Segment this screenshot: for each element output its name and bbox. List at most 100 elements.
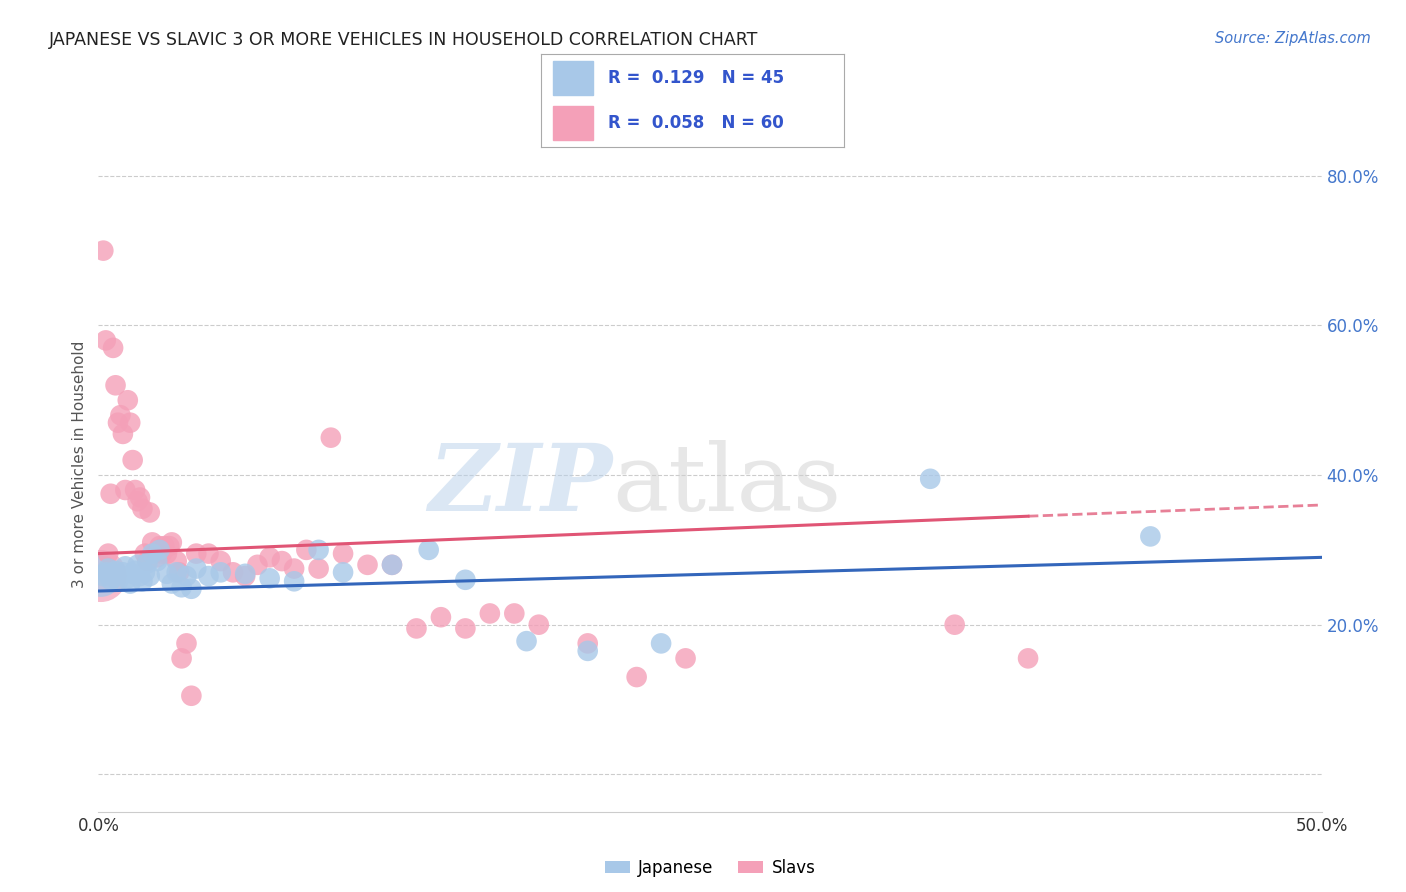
Point [356,558,378,572]
Point [149,539,172,553]
Point [233,566,256,581]
Point [131,501,153,516]
Point [650,636,672,650]
Point [246,558,269,572]
Point [127,494,149,508]
Point [259,550,281,565]
Text: R =  0.129   N = 45: R = 0.129 N = 45 [607,69,785,87]
Point [136,554,159,568]
Point [121,453,143,467]
Point [170,651,193,665]
Point [139,506,162,520]
Point [430,610,453,624]
Point [97,547,120,561]
Point [1139,529,1161,543]
Point [127,558,149,572]
Point [332,566,354,580]
Point [920,472,942,486]
Point [136,557,159,571]
Point [180,689,202,703]
Point [107,574,129,589]
Point [160,535,183,549]
Text: Source: ZipAtlas.com: Source: ZipAtlas.com [1215,31,1371,46]
Point [124,483,146,497]
Text: JAPANESE VS SLAVIC 3 OR MORE VEHICLES IN HOUSEHOLD CORRELATION CHART: JAPANESE VS SLAVIC 3 OR MORE VEHICLES IN… [49,31,759,49]
Point [150,547,173,561]
Point [143,547,166,561]
Point [156,566,179,581]
Point [101,341,124,355]
Text: ZIP: ZIP [427,440,612,530]
Point [97,561,120,575]
Point [180,582,202,596]
Bar [554,61,593,95]
Point [107,416,129,430]
Point [675,651,697,665]
Point [117,393,139,408]
Y-axis label: 3 or more Vehicles in Household: 3 or more Vehicles in Household [72,340,87,588]
Point [503,607,526,621]
Point [156,547,179,561]
Point [319,431,342,445]
Point [160,576,183,591]
Point [110,408,132,422]
Point [111,566,134,580]
Point [114,483,136,497]
Point [259,571,281,585]
Point [197,569,219,583]
Point [454,622,477,636]
Point [114,559,136,574]
Point [209,566,232,580]
Point [141,535,163,549]
Point [139,569,162,583]
Point [91,569,114,583]
Point [110,569,132,583]
Point [527,617,550,632]
Point [209,554,232,568]
Point [129,491,152,505]
Point [157,539,180,553]
Point [515,634,537,648]
Point [454,573,477,587]
Point [270,554,294,568]
Point [100,487,122,501]
Point [222,566,245,580]
Point [943,617,966,632]
Point [166,566,188,580]
Point [153,539,176,553]
Point [186,561,208,575]
Point [308,542,330,557]
Point [176,569,198,583]
Point [134,547,156,561]
Point [120,576,142,591]
Point [94,334,117,348]
Legend: Japanese, Slavs: Japanese, Slavs [598,852,823,883]
Point [283,561,305,575]
Point [576,636,599,650]
Point [101,566,124,581]
Point [418,542,440,557]
Point [121,566,143,581]
Point [626,670,648,684]
Point [141,547,163,561]
Bar [554,106,593,140]
Point [478,607,501,621]
Point [104,378,127,392]
Point [233,569,256,583]
Point [129,569,152,583]
Point [405,622,427,636]
Point [170,580,193,594]
Point [146,550,169,565]
Point [166,554,188,568]
Point [90,569,112,583]
Text: atlas: atlas [612,440,841,530]
Point [124,564,146,578]
Point [308,561,330,575]
Point [94,566,117,580]
Point [1017,651,1039,665]
Point [186,547,208,561]
Point [100,573,122,587]
Point [131,574,153,589]
Point [295,542,318,557]
Point [576,644,599,658]
